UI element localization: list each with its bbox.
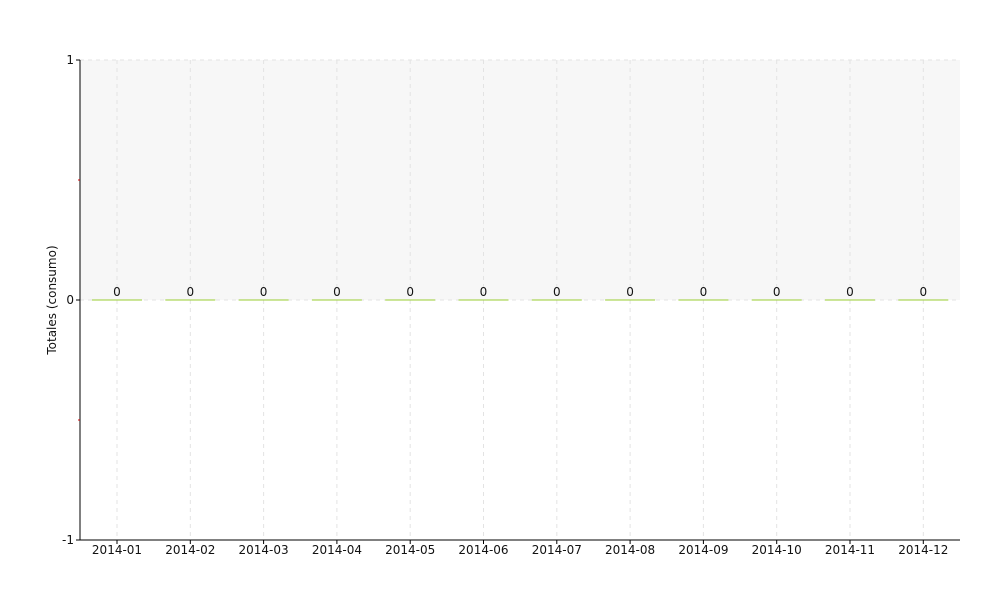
data-label: 0 — [919, 285, 927, 299]
x-tick-label: 2014-07 — [532, 543, 582, 557]
bar-2014-04 — [311, 299, 362, 301]
data-label: 0 — [626, 285, 634, 299]
y-tick-label: 0 — [66, 293, 74, 307]
bar-2014-02 — [165, 299, 216, 301]
data-label: 0 — [480, 285, 488, 299]
x-tick-label: 2014-04 — [312, 543, 362, 557]
x-tick-label: 2014-10 — [752, 543, 802, 557]
axes — [76, 59, 960, 544]
x-tick-label: 2014-12 — [898, 543, 948, 557]
y-axis-title: Totales (consumo) — [45, 245, 59, 355]
bar-2014-03 — [238, 299, 289, 301]
data-label: 0 — [700, 285, 708, 299]
bar-2014-07 — [531, 299, 582, 301]
data-labels: 0 0 0 0 0 0 0 0 0 0 0 0 — [113, 285, 927, 299]
y-tick-label: 1 — [66, 53, 74, 67]
data-label: 0 — [186, 285, 194, 299]
x-tick-label: 2014-05 — [385, 543, 435, 557]
tick-labels: -1 0 1 2014-01 2014-02 2014-03 2014-04 2014-05 2… — [62, 53, 948, 557]
data-label: 0 — [333, 285, 341, 299]
data-label: 0 — [846, 285, 854, 299]
bar-2014-10 — [751, 299, 802, 301]
data-label: 0 — [553, 285, 561, 299]
x-tick-label: 2014-03 — [239, 543, 289, 557]
bar-2014-01 — [92, 299, 142, 301]
bar-2014-12 — [898, 299, 949, 301]
data-label: 0 — [406, 285, 414, 299]
x-tick-label: 2014-08 — [605, 543, 655, 557]
x-tick-label: 2014-01 — [92, 543, 142, 557]
x-tick-label: 2014-09 — [678, 543, 728, 557]
x-tick-label: 2014-11 — [825, 543, 875, 557]
data-label: 0 — [773, 285, 781, 299]
bar-2014-11 — [825, 299, 875, 301]
bars — [92, 299, 949, 301]
bar-2014-08 — [605, 299, 656, 301]
bar-2014-09 — [678, 299, 729, 301]
bar-2014-05 — [385, 299, 436, 301]
data-label: 0 — [113, 285, 121, 299]
x-tick-label: 2014-02 — [165, 543, 215, 557]
plot-background-upper — [80, 60, 960, 300]
y-tick-label: -1 — [62, 533, 74, 547]
data-label: 0 — [260, 285, 268, 299]
bar-2014-06 — [458, 299, 509, 301]
x-tick-label: 2014-06 — [458, 543, 508, 557]
